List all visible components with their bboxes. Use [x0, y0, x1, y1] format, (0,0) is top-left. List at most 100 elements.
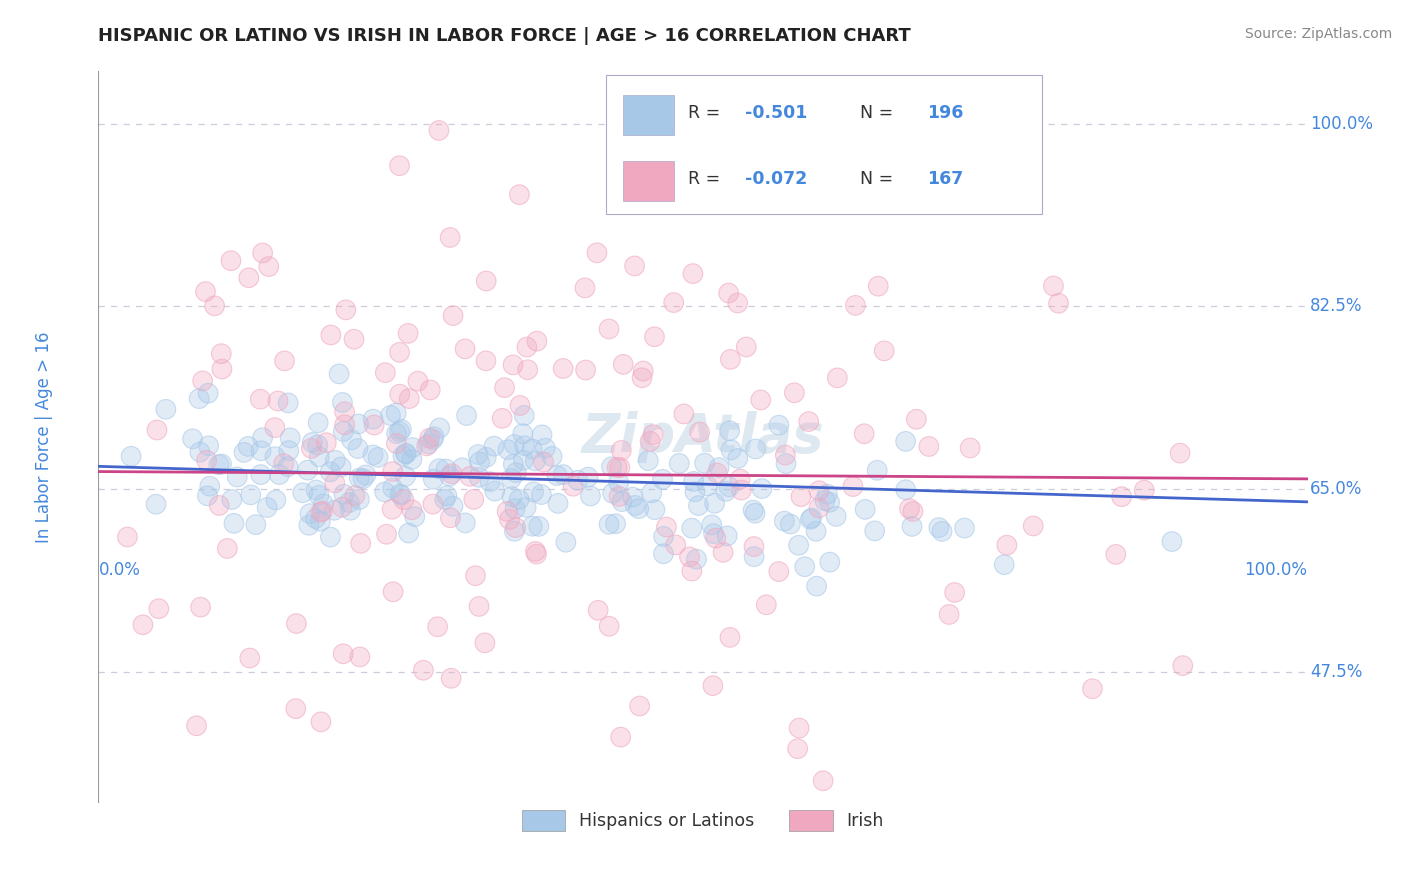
Point	[600, 459, 623, 474]
Point	[508, 187, 530, 202]
Point	[863, 524, 886, 538]
Point	[714, 484, 737, 499]
Point	[352, 472, 374, 486]
Point	[388, 345, 411, 359]
Point	[381, 502, 404, 516]
Point	[191, 374, 214, 388]
Point	[901, 519, 924, 533]
Point	[533, 455, 555, 469]
Point	[1042, 279, 1064, 293]
Point	[250, 443, 273, 458]
Point	[307, 438, 329, 452]
Point	[273, 354, 295, 368]
Point	[768, 418, 790, 433]
Point	[501, 490, 523, 504]
Point	[797, 415, 820, 429]
Point	[427, 461, 450, 475]
Point	[520, 442, 543, 456]
Point	[491, 411, 513, 425]
Point	[385, 426, 408, 441]
Point	[422, 472, 444, 486]
Point	[623, 259, 645, 273]
Point	[330, 460, 353, 475]
Point	[718, 352, 741, 367]
Point	[222, 516, 245, 531]
Point	[441, 309, 464, 323]
Point	[513, 439, 536, 453]
Point	[793, 559, 815, 574]
Point	[401, 452, 423, 467]
Point	[491, 411, 513, 425]
Point	[385, 426, 408, 441]
Point	[148, 601, 170, 615]
Point	[482, 439, 505, 453]
Point	[526, 547, 548, 561]
Point	[607, 490, 630, 504]
Point	[256, 500, 278, 515]
Point	[333, 405, 356, 419]
Point	[1047, 296, 1070, 310]
Point	[412, 663, 434, 677]
Text: In Labor Force | Age > 16: In Labor Force | Age > 16	[35, 331, 53, 543]
Point	[799, 512, 821, 526]
Point	[688, 499, 710, 513]
Point	[309, 514, 332, 528]
Point	[742, 540, 765, 554]
Point	[311, 504, 333, 518]
Point	[392, 492, 415, 507]
Point	[440, 467, 463, 481]
Point	[264, 493, 287, 508]
Text: 82.5%: 82.5%	[1310, 297, 1362, 316]
Point	[728, 472, 751, 486]
Point	[233, 445, 256, 459]
Point	[464, 568, 486, 582]
Point	[309, 714, 332, 729]
Point	[361, 448, 384, 462]
Point	[501, 472, 523, 486]
Point	[530, 428, 553, 442]
Point	[681, 521, 703, 535]
Point	[197, 386, 219, 401]
Point	[439, 469, 461, 483]
Point	[631, 364, 654, 378]
Text: 65.0%: 65.0%	[1310, 480, 1362, 499]
Point	[298, 518, 321, 533]
Point	[349, 492, 371, 507]
Point	[638, 434, 661, 449]
Point	[323, 475, 346, 490]
Point	[308, 450, 330, 464]
Point	[349, 492, 371, 507]
Point	[422, 472, 444, 486]
Point	[918, 440, 941, 454]
Point	[479, 475, 502, 489]
Point	[931, 524, 953, 539]
Point	[311, 504, 333, 518]
Point	[742, 503, 765, 517]
Point	[249, 392, 271, 407]
Point	[1022, 519, 1045, 533]
Point	[624, 499, 647, 513]
Point	[454, 342, 477, 356]
Point	[637, 453, 659, 467]
Point	[354, 467, 377, 482]
Point	[308, 488, 330, 502]
Point	[866, 463, 889, 477]
Point	[263, 420, 285, 434]
Point	[389, 488, 412, 502]
Point	[703, 496, 725, 510]
Point	[422, 433, 444, 447]
Point	[853, 426, 876, 441]
Point	[388, 345, 411, 359]
Point	[238, 270, 260, 285]
Point	[398, 392, 420, 406]
Point	[401, 502, 423, 516]
Point	[252, 246, 274, 260]
Point	[768, 565, 790, 579]
Point	[155, 402, 177, 417]
Point	[718, 480, 741, 494]
Point	[688, 499, 710, 513]
Point	[441, 499, 464, 513]
Text: 196: 196	[927, 104, 963, 122]
Point	[503, 524, 526, 539]
Point	[419, 431, 441, 445]
